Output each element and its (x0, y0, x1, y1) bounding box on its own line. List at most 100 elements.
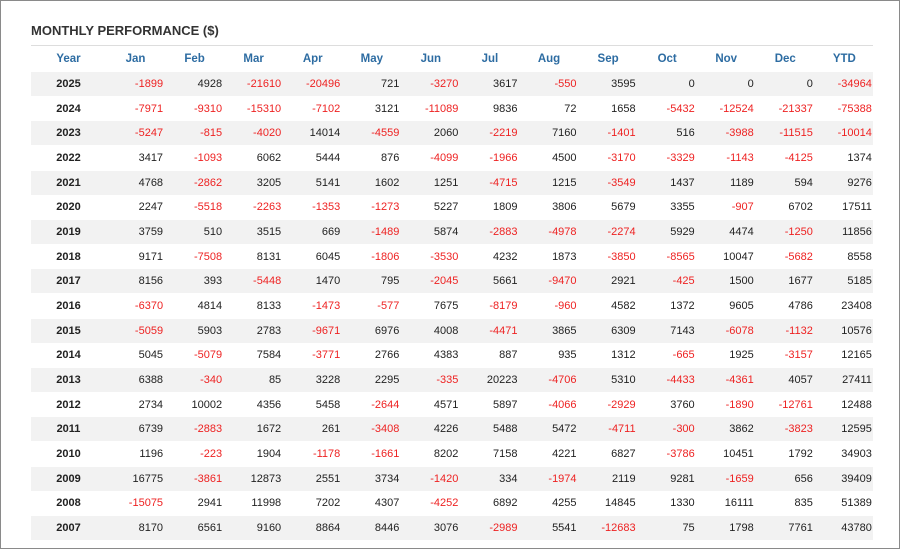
value-cell: 6827 (611, 448, 636, 461)
value-cell: 1312 (611, 349, 636, 362)
value-cell: 4786 (788, 300, 813, 313)
value-cell: -6370 (134, 300, 164, 313)
value-cell: -2045 (430, 275, 459, 288)
table-row: 2007 8170 6561 9160 8864 8446 3076 -2989 5541 -12… (31, 516, 873, 541)
value-cell: 39409 (841, 472, 872, 485)
value-cell: -1250 (784, 226, 813, 239)
value-cell: 1658 (611, 102, 636, 115)
value-cell: 75 (682, 522, 695, 535)
value-cell: 1672 (256, 423, 282, 436)
value-cell: -5079 (193, 349, 223, 362)
table-row: 2009 16775 -3861 12873 2551 3734 -1420 334 -1974… (31, 466, 873, 491)
value-cell: 5458 (315, 398, 341, 411)
value-cell: 7160 (552, 127, 577, 140)
value-cell: -1899 (134, 78, 164, 90)
value-cell: -223 (200, 448, 223, 461)
value-cell: 3865 (552, 324, 577, 337)
year-cell: 2025 (56, 78, 81, 90)
value-cell: 5472 (552, 423, 577, 436)
value-cell: -2862 (193, 176, 223, 189)
value-cell: 17511 (842, 201, 872, 214)
table-row: 2023 -5247 -815 -4020 14014 -4559 2060 -2219 716… (31, 121, 873, 146)
value-cell: -340 (200, 374, 223, 387)
value-cell: 7143 (670, 324, 695, 337)
year-cell: 2007 (56, 522, 81, 535)
value-cell: -1659 (725, 472, 754, 485)
value-cell: 3759 (138, 226, 164, 239)
value-cell: -1353 (312, 201, 341, 214)
value-cell: -4361 (725, 374, 754, 387)
value-cell: 7761 (788, 522, 813, 535)
value-cell: -815 (200, 127, 223, 140)
value-cell: -550 (554, 78, 577, 90)
value-cell: 656 (794, 472, 813, 485)
value-cell: 1677 (788, 275, 813, 288)
value-cell: -9671 (312, 324, 341, 337)
value-cell: 3595 (611, 78, 636, 90)
table-row: 2014 5045 -5079 7584 -3771 2766 4383 887 935 1312… (31, 343, 873, 367)
value-cell: 9171 (138, 250, 164, 263)
year-cell: 2009 (56, 472, 81, 485)
value-cell: 72 (564, 102, 577, 115)
value-cell: -1890 (725, 398, 754, 411)
value-cell: 3734 (374, 472, 400, 485)
value-cell: -300 (672, 423, 695, 436)
year-cell: 2024 (56, 102, 81, 115)
table-row: 2019 3759 510 3515 669 -1489 5874 -2883 -4978 -22… (31, 220, 873, 245)
value-cell: 6892 (492, 497, 518, 510)
value-cell: 4500 (552, 152, 577, 164)
table-row: 2024 -7971 -9310 -15310 -7102 3121 -11089 9836 7… (31, 97, 873, 121)
value-cell: 4582 (611, 300, 636, 313)
value-cell: -1132 (785, 324, 813, 337)
value-cell: -4252 (430, 497, 459, 510)
value-cell: 6561 (197, 522, 223, 535)
value-cell: 2783 (256, 324, 282, 337)
value-cell: 10576 (841, 324, 872, 337)
year-cell: 2013 (56, 374, 81, 387)
value-cell: -1093 (193, 152, 223, 164)
value-cell: 4008 (433, 324, 459, 337)
value-cell: -1178 (312, 448, 341, 461)
value-cell: -12761 (778, 398, 813, 411)
value-cell: -907 (731, 201, 754, 214)
value-cell: 516 (676, 127, 695, 140)
value-cell: 6388 (138, 374, 164, 387)
value-cell: 7675 (433, 300, 459, 313)
value-cell: 9836 (492, 102, 518, 115)
value-cell: 2295 (374, 374, 400, 387)
value-cell: 1196 (139, 448, 164, 461)
value-cell: 2247 (138, 201, 164, 214)
value-cell: 1500 (729, 275, 754, 288)
column-header: Feb (184, 53, 205, 65)
year-cell: 2010 (56, 448, 81, 461)
value-cell: 1330 (670, 497, 695, 510)
value-cell: 2734 (138, 398, 164, 411)
value-cell: -1974 (548, 472, 577, 485)
value-cell: 1251 (433, 176, 459, 189)
column-header: Oct (657, 53, 677, 65)
year-cell: 2018 (56, 250, 81, 263)
column-header: Apr (302, 53, 323, 65)
table-row: 2010 1196 -223 1904 -1178 -1661 8202 7158 4221 68… (31, 442, 873, 466)
value-cell: 5541 (552, 522, 577, 535)
value-cell: 2551 (315, 472, 341, 485)
value-cell: 3806 (552, 201, 577, 214)
value-cell: 8864 (315, 522, 341, 535)
value-cell: -3157 (784, 349, 813, 362)
value-cell: -7508 (193, 250, 223, 263)
value-cell: -425 (672, 275, 695, 288)
value-cell: -15075 (128, 497, 164, 510)
value-cell: 1792 (788, 448, 813, 461)
value-cell: 7202 (315, 497, 341, 510)
table-row: 2016 -6370 4814 8133 -1473 -577 7675 -8179 -960 4… (31, 294, 873, 318)
value-cell: -3771 (312, 349, 341, 362)
value-cell: 10002 (191, 398, 223, 411)
value-cell: 4232 (492, 250, 518, 263)
value-cell: 4057 (788, 374, 813, 387)
value-cell: 3121 (374, 102, 400, 115)
value-cell: 8156 (138, 275, 164, 288)
value-cell: -9470 (548, 275, 577, 288)
value-cell: 4383 (433, 349, 459, 362)
value-cell: -3786 (666, 448, 695, 461)
value-cell: 4571 (433, 398, 459, 411)
